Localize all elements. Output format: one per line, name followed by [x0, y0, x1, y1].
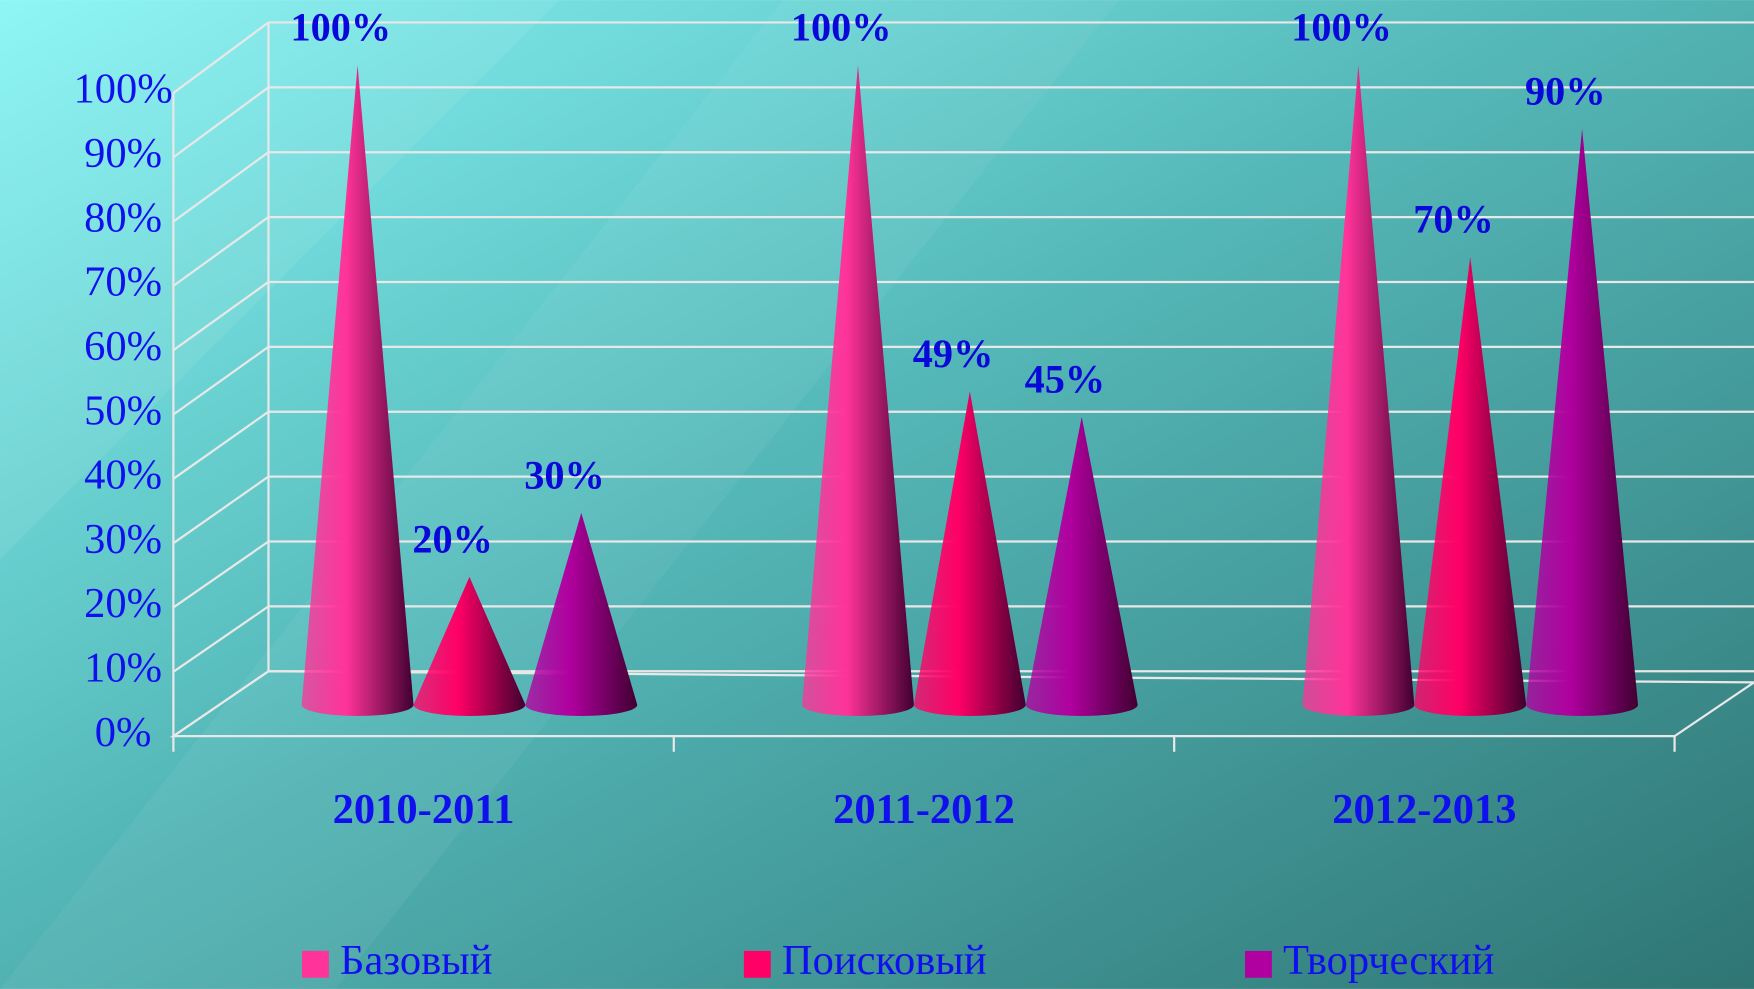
- y-tick-label: 40%: [84, 452, 162, 499]
- grid-line-side: [172, 21, 270, 94]
- cone: [913, 391, 1026, 716]
- grid-line-side: [172, 216, 270, 287]
- y-tick-label: 90%: [84, 130, 162, 177]
- y-tick-label: 50%: [84, 387, 162, 434]
- value-label: 100%: [791, 5, 892, 50]
- value-label: 30%: [524, 453, 605, 498]
- value-label: 49%: [913, 331, 994, 376]
- y-tick-label: 10%: [84, 645, 162, 692]
- value-label: 100%: [1291, 5, 1392, 50]
- grid-line-side: [172, 605, 270, 673]
- cone: [1526, 128, 1639, 716]
- legend-swatch: [302, 950, 329, 978]
- value-label: 90%: [1525, 69, 1606, 114]
- legend-label: Творческий: [1283, 937, 1494, 984]
- grid-line-side: [172, 281, 270, 352]
- y-tick-label: 30%: [84, 516, 162, 563]
- y-tick-label: 100%: [73, 66, 172, 113]
- x-tick-label: 2012-2013: [1332, 786, 1516, 833]
- cone: [1025, 416, 1138, 716]
- value-label: 45%: [1025, 357, 1106, 402]
- grid-line-side: [172, 475, 270, 545]
- y-tick-label: 20%: [84, 580, 162, 627]
- value-label: 20%: [412, 517, 493, 562]
- grid-line-side: [172, 345, 270, 416]
- cone: [413, 576, 526, 716]
- cone: [1302, 64, 1415, 716]
- legend-label: Поисковый: [782, 937, 987, 984]
- legend-swatch: [743, 950, 771, 978]
- grid-line-side: [172, 151, 270, 223]
- y-tick-label: 60%: [84, 323, 162, 370]
- value-label: 70%: [1413, 197, 1494, 242]
- streak: [0, 0, 1119, 989]
- streak: [0, 0, 560, 560]
- y-tick-label: 70%: [84, 259, 162, 306]
- grid-line-side: [172, 670, 270, 738]
- cone: [1414, 256, 1527, 716]
- cone: [802, 64, 914, 716]
- grid-line-side: [172, 86, 270, 159]
- grid-line-side: [172, 540, 270, 609]
- legend-swatch: [1245, 950, 1272, 978]
- x-tick-label: 2010-2011: [333, 786, 515, 833]
- cone: [525, 512, 638, 716]
- y-tick-label: 0%: [95, 709, 152, 756]
- x-tick-label: 2011-2012: [833, 786, 1015, 833]
- y-tick-label: 80%: [84, 194, 162, 241]
- cone: [301, 64, 414, 716]
- legend-label: Базовый: [340, 937, 492, 984]
- value-label: 100%: [290, 5, 391, 50]
- grid-line-side: [172, 410, 270, 480]
